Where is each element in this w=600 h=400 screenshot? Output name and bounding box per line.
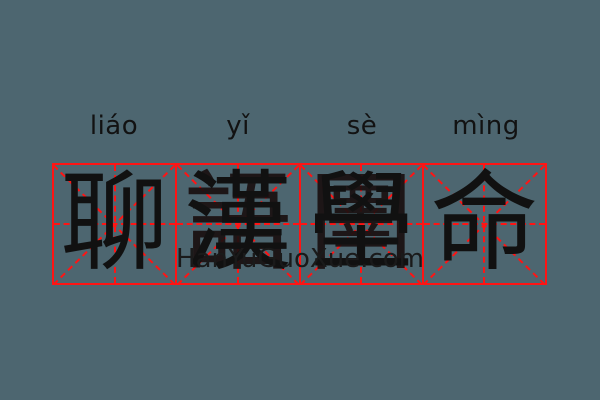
character-grid: 聊 漢 語 壆 圛 [52, 163, 547, 285]
han-character-3: 壆 [307, 161, 416, 286]
han-character-2: 漢 [183, 161, 292, 286]
grid-cell-3: 壆 圛 [298, 161, 422, 286]
pinyin-row: liáo yǐ sè mìng [52, 104, 548, 148]
han-character-1: 聊 [60, 161, 169, 286]
pinyin-syllable-2: yǐ [226, 111, 250, 141]
grid-cell-2: 漢 語 [175, 161, 299, 286]
pinyin-syllable-3: sè [346, 111, 378, 141]
pinyin-syllable-1: liáo [89, 111, 139, 141]
grid-cell-1: 聊 [54, 161, 176, 286]
grid-cell-4: 命 [421, 161, 545, 286]
pinyin-syllable-4: mìng [452, 111, 520, 141]
han-character-4: 命 [430, 161, 539, 286]
